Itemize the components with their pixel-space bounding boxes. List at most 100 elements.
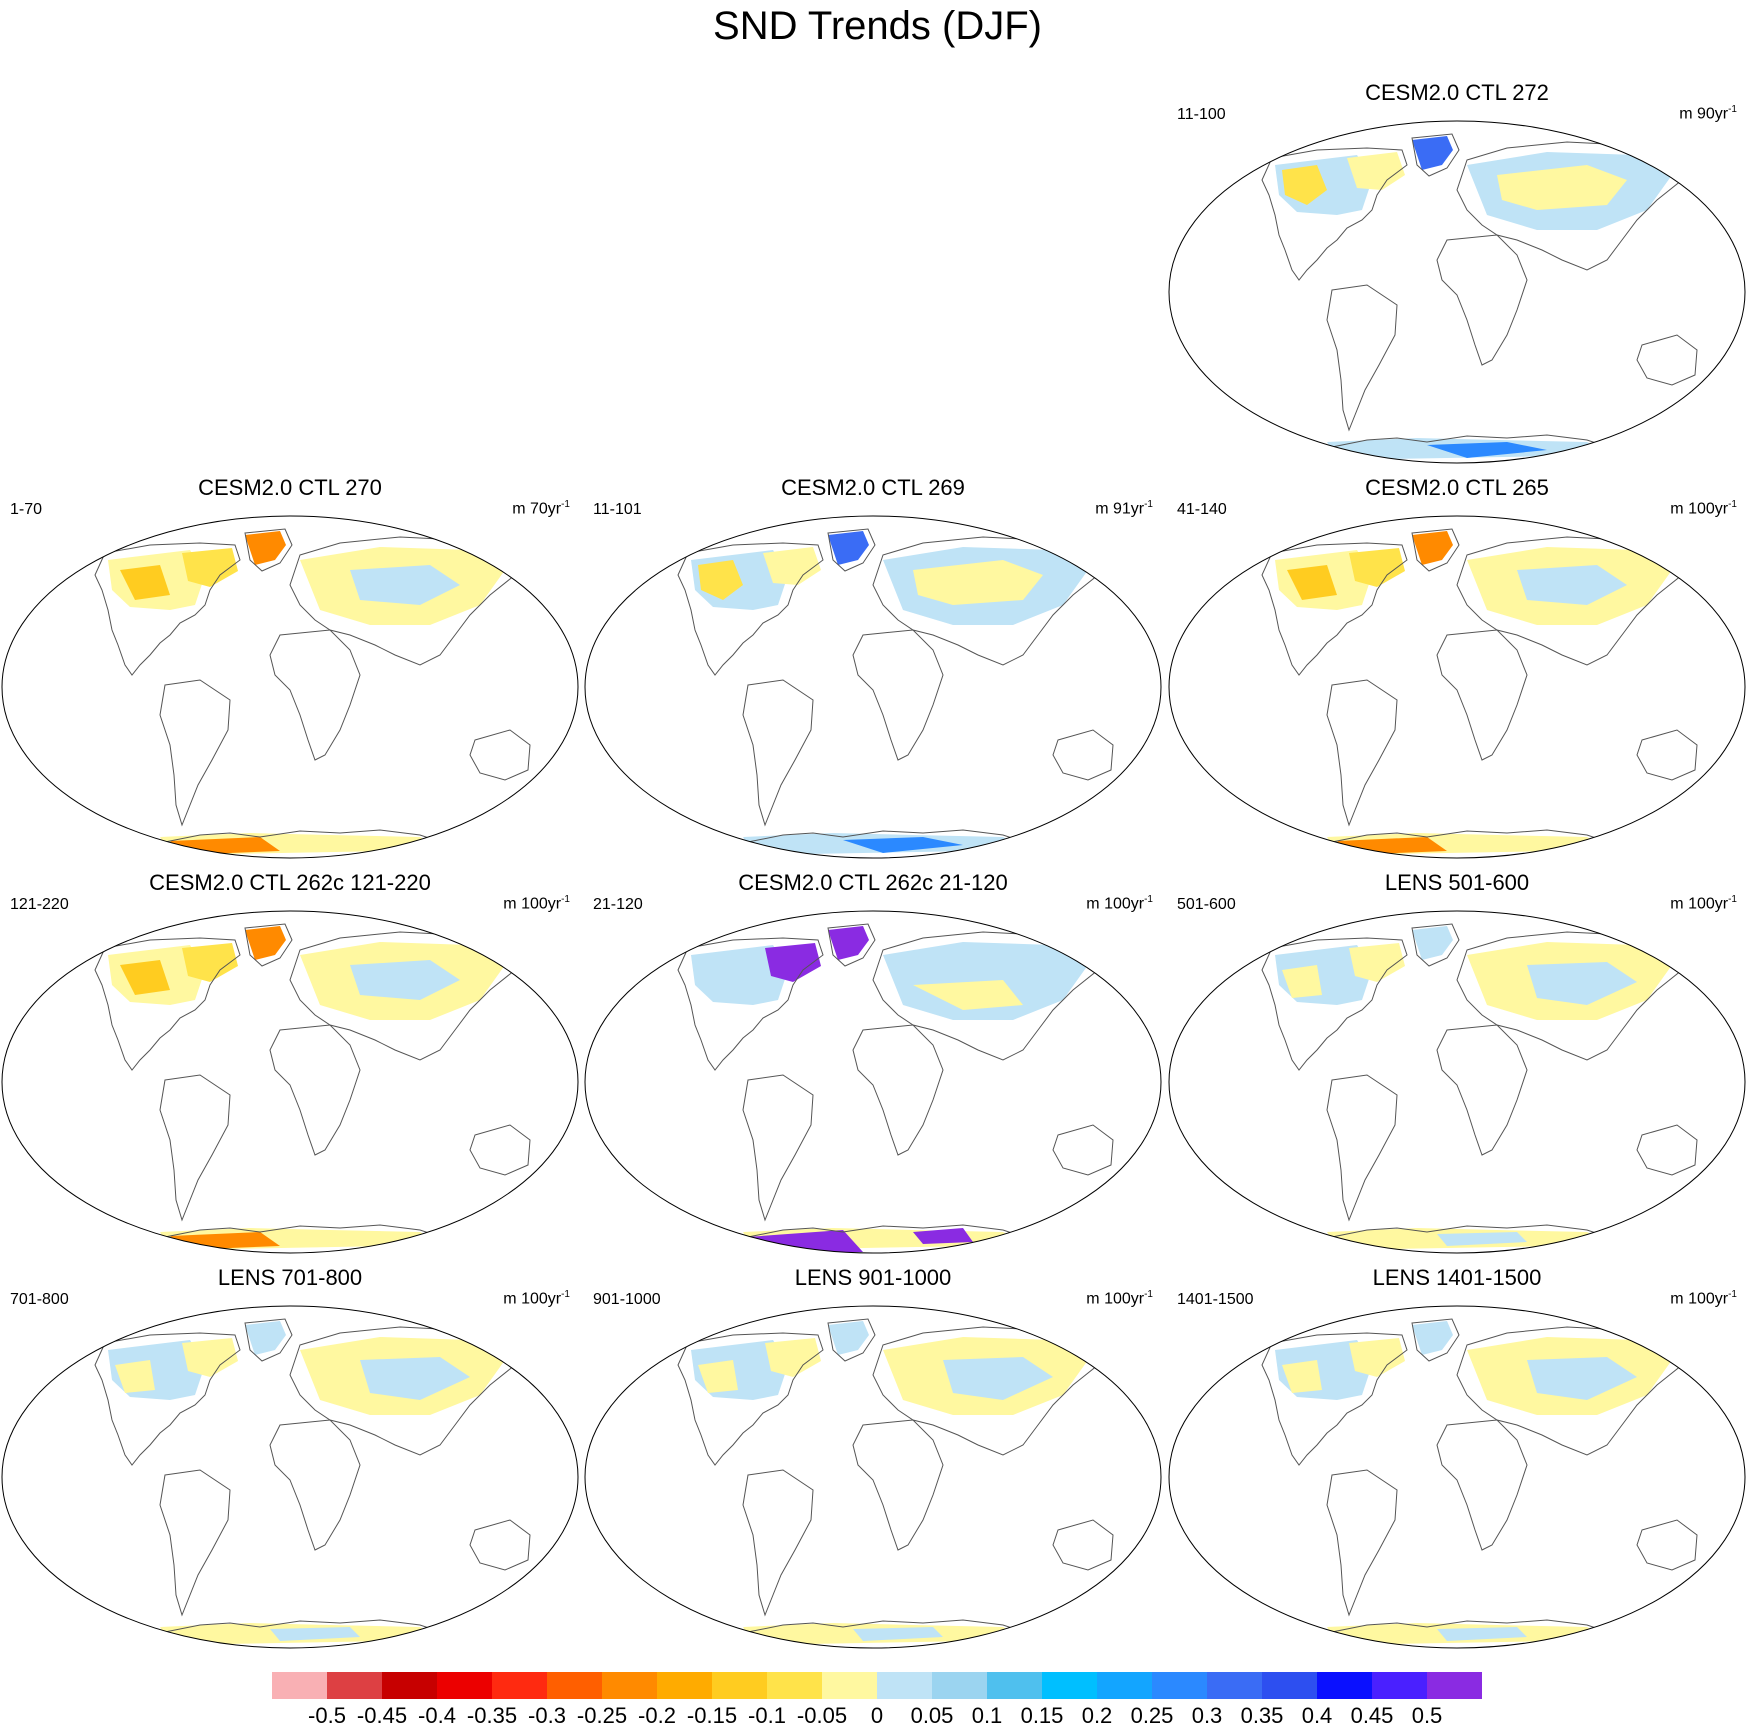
trend-patch (1287, 565, 1337, 600)
greenland-outline (827, 1318, 876, 1362)
colorbar-tick-label: -0.35 (466, 1703, 518, 1728)
trend-patch (350, 960, 460, 1000)
colorbar-cell (382, 1672, 437, 1699)
map-boundary (584, 910, 1162, 1254)
trend-patch (182, 1338, 238, 1377)
trend-patch (1347, 152, 1405, 190)
australia-outline (1636, 1124, 1698, 1176)
map-panel: LENS 701-800 701-800 m 100yr-1 (0, 1265, 580, 1650)
trend-patch (943, 1357, 1053, 1400)
trend-patch (1412, 926, 1453, 960)
north-america-outline (1261, 542, 1408, 676)
world-map (1, 1305, 579, 1649)
map-panel: CESM2.0 CTL 270 1-70 m 70yr-1 (0, 475, 580, 860)
figure-title: SND Trends (DJF) (713, 4, 1042, 48)
trend-patch (245, 1321, 286, 1355)
units-superscript: -1 (1728, 1289, 1737, 1300)
map-panel: LENS 501-600 501-600 m 100yr-1 (1167, 870, 1747, 1255)
africa-outline (1436, 234, 1528, 366)
trend-patch (1349, 548, 1405, 587)
africa-outline (1436, 629, 1528, 761)
trend-patch (350, 565, 460, 605)
greenland-outline (244, 528, 293, 572)
north-america-outline (1261, 937, 1408, 1071)
world-map (584, 910, 1162, 1254)
map-boundary (1168, 120, 1746, 464)
australia-outline (469, 1124, 531, 1176)
colorbar-tick-label: -0.5 (308, 1703, 346, 1728)
australia-outline (1052, 1519, 1114, 1571)
australia-outline (1636, 729, 1698, 781)
panel-years-label: 1-70 (10, 501, 43, 518)
units-superscript: -1 (1144, 1289, 1153, 1300)
colorbar-tick-label: -0.15 (686, 1703, 738, 1728)
colorbar-cell (712, 1672, 767, 1699)
north-america-outline (94, 542, 241, 676)
colorbar-ticks: -0.5 -0.45 -0.4 -0.35 -0.3 -0.25 -0.2 -0.15 -0.1… (272, 1699, 1482, 1729)
north-america-outline (1261, 147, 1408, 281)
panel-title: CESM2.0 CTL 262c 121-220 (149, 870, 431, 895)
map-panel: CESM2.0 CTL 262c 121-220 121-220 m 100yr-1 (0, 870, 580, 1255)
south-america-outline (159, 1469, 231, 1617)
map-boundary (1, 515, 579, 859)
world-map (1, 910, 579, 1254)
antarctica-outline (149, 1619, 451, 1648)
trend-patch (1497, 165, 1627, 210)
map-boundary (1168, 910, 1746, 1254)
africa-outline (852, 1024, 944, 1156)
colorbar-tick-label: 0.45 (1350, 1703, 1394, 1728)
panel-years-label: 41-140 (1177, 501, 1227, 518)
colorbar-tick-label: 0.2 (1081, 1703, 1113, 1728)
north-america-outline (677, 542, 824, 676)
south-america-outline (1326, 1469, 1398, 1617)
trend-patch (1412, 136, 1453, 170)
panel-units-label: m 91yr-1 (1095, 499, 1153, 518)
south-america-outline (742, 1469, 814, 1617)
antarctica-outline (1316, 1619, 1618, 1648)
trend-patch (1527, 1357, 1637, 1400)
colorbar-cells (272, 1672, 1482, 1699)
colorbar-cell (327, 1672, 382, 1699)
trend-patch (1527, 962, 1637, 1005)
colorbar-cell (602, 1672, 657, 1699)
colorbar-cell (1317, 1672, 1372, 1699)
units-superscript: -1 (1144, 499, 1153, 510)
colorbar-tick-label: 0.5 (1411, 1703, 1443, 1728)
antarctica-outline (1316, 829, 1618, 858)
africa-outline (1436, 1024, 1528, 1156)
greenland-outline (244, 1318, 293, 1362)
panel-title: CESM2.0 CTL 270 (198, 475, 382, 500)
greenland-outline (1411, 528, 1460, 572)
colorbar: -0.5 -0.45 -0.4 -0.35 -0.3 -0.25 -0.2 -0.15 -0.1… (272, 1672, 1482, 1729)
antarctica-outline (732, 1224, 1034, 1253)
trend-patch (1412, 1321, 1453, 1355)
africa-outline (1436, 1419, 1528, 1551)
greenland-outline (1411, 1318, 1460, 1362)
colorbar-tick-label: 0.15 (1020, 1703, 1064, 1728)
map-boundary (1168, 1305, 1746, 1649)
australia-outline (1636, 1519, 1698, 1571)
map-panel: LENS 901-1000 901-1000 m 100yr-1 (583, 1265, 1163, 1650)
antarctica-outline (732, 829, 1034, 858)
africa-outline (269, 1024, 361, 1156)
trend-patch (182, 943, 238, 982)
antarctica-outline (1316, 434, 1618, 463)
panel-units-label: m 100yr-1 (1670, 499, 1737, 518)
trend-patch (828, 1321, 869, 1355)
trend-patch (115, 1360, 155, 1393)
colorbar-tick-label: 0.3 (1191, 1703, 1223, 1728)
panel-title: CESM2.0 CTL 265 (1365, 475, 1549, 500)
north-america-outline (677, 1332, 824, 1466)
south-america-outline (742, 1074, 814, 1222)
world-map (584, 515, 1162, 859)
colorbar-tick-label: 0.1 (971, 1703, 1003, 1728)
greenland-outline (827, 528, 876, 572)
colorbar-cell (1372, 1672, 1427, 1699)
trend-patch (1282, 1360, 1322, 1393)
trend-patch (765, 943, 821, 982)
colorbar-cell (1152, 1672, 1207, 1699)
panel-years-label: 901-1000 (593, 1291, 661, 1308)
africa-outline (269, 1419, 361, 1551)
colorbar-tick-label: -0.25 (576, 1703, 628, 1728)
trend-patch (853, 1627, 943, 1641)
